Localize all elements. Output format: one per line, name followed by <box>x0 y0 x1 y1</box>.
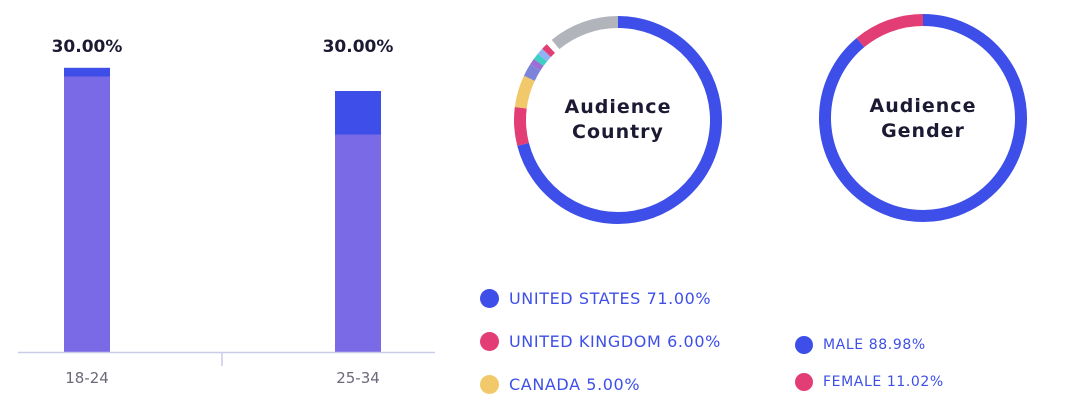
donut-slice-10 <box>551 16 619 50</box>
legend-item-male: MALE 88.98% <box>795 326 944 363</box>
legend-label: UNITED STATES 71.00% <box>509 289 712 308</box>
bar-value-label: 30.00% <box>323 37 394 57</box>
donut-slice-united-kingdom <box>514 106 529 146</box>
gender-legend: MALE 88.98% FEMALE 11.02% <box>795 326 944 400</box>
country-title-line-1: Audience <box>564 96 672 118</box>
bar-18-24-segment-1 <box>64 76 110 352</box>
donut-slice-5 <box>530 58 544 71</box>
legend-swatch-icon <box>795 335 813 354</box>
country-legend: UNITED STATES 71.00% UNITED KINGDOM 6.00… <box>480 277 721 406</box>
legend-swatch-icon <box>480 375 499 394</box>
gender-donut-chart <box>819 14 1027 222</box>
legend-item-female: FEMALE 11.02% <box>795 363 944 400</box>
donut-slice-4 <box>523 64 541 81</box>
x-tick-label: 18-24 <box>65 369 109 387</box>
country-donut-chart <box>514 16 722 224</box>
legend-swatch-icon <box>795 372 813 391</box>
donut-slice-united-states <box>517 16 722 224</box>
bar-25-34-segment-1 <box>335 134 381 352</box>
legend-item-united-kingdom: UNITED KINGDOM 6.00% <box>480 320 721 363</box>
legend-label: FEMALE 11.02% <box>823 373 944 390</box>
legend-item-united-states: UNITED STATES 71.00% <box>480 277 721 320</box>
legend-item-canada: CANADA 5.00% <box>480 363 721 406</box>
bar-value-label: 30.00% <box>52 37 123 57</box>
donut-slice-7 <box>537 48 551 62</box>
legend-swatch-icon <box>480 332 499 351</box>
legend-label: CANADA 5.00% <box>509 375 641 394</box>
donut-slice-9 <box>546 39 560 53</box>
gender-title-line-1: Audience <box>869 95 977 117</box>
donut-slice-canada <box>514 75 535 109</box>
country-title-line-2: Country <box>572 121 664 143</box>
donut-slice-female <box>856 14 924 48</box>
donut-slice-8 <box>542 44 556 58</box>
x-tick-label: 25-34 <box>336 369 380 387</box>
gender-title-line-2: Gender <box>881 120 965 142</box>
bar-18-24-segment-2 <box>64 67 110 77</box>
country-donut-title: Audience Country <box>538 80 698 160</box>
donut-slice-male <box>819 14 1027 222</box>
legend-swatch-icon <box>480 289 499 308</box>
legend-label: MALE 88.98% <box>823 336 926 353</box>
age-bar-chart: 30.00% 18-24 30.00% 25-34 <box>18 37 435 387</box>
gender-donut-title: Audience Gender <box>843 79 1003 159</box>
legend-label: UNITED KINGDOM 6.00% <box>509 332 721 351</box>
donut-slice-6 <box>533 53 548 66</box>
bar-25-34-segment-2 <box>335 91 381 135</box>
